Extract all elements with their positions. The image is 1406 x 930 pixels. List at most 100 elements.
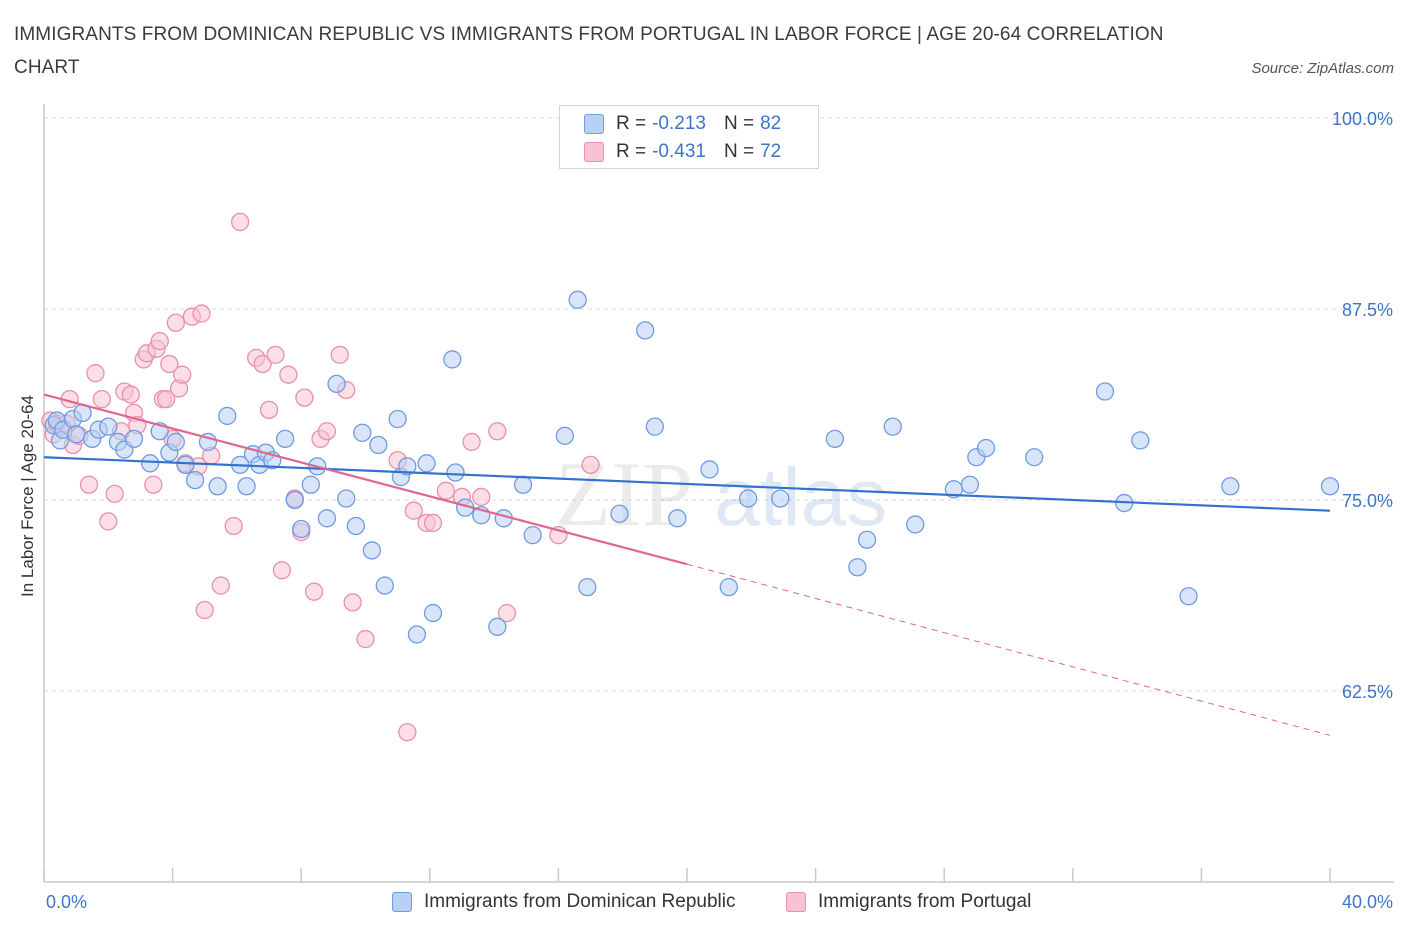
dominican-point (610, 504, 629, 523)
dominican-point (1025, 448, 1044, 467)
portugal-point (488, 422, 507, 441)
portugal-point (356, 629, 375, 649)
portugal-point (581, 455, 600, 475)
legend-n-label: N = (723, 141, 755, 162)
dominican-point (578, 577, 597, 597)
dominican-point (645, 417, 664, 436)
dominican-point (218, 406, 237, 426)
dominican-point (848, 558, 867, 577)
portugal-trend-line (43, 393, 688, 566)
dominican-point (1179, 587, 1198, 606)
portugal-point (86, 364, 105, 383)
dominican-point (166, 432, 185, 452)
legend-row-portugal: R = -0.431 N = 72 (584, 140, 781, 164)
dominican-point (99, 417, 118, 436)
dominican-point (124, 429, 144, 449)
dominican-point (825, 429, 845, 449)
portugal-point (279, 365, 298, 384)
dominican-point (388, 409, 407, 429)
legend-n-value: 72 (760, 141, 782, 162)
dominican-point (237, 477, 256, 496)
portugal-point (144, 475, 163, 494)
dominican-point (417, 454, 436, 473)
dominican-point (275, 429, 295, 449)
portugal-point (259, 400, 279, 419)
watermark-zip: ZIP (555, 443, 693, 545)
dominican-point (568, 290, 587, 309)
portugal-point (304, 582, 324, 601)
portugal-point (330, 345, 349, 364)
portugal-trend-extension (686, 563, 1331, 736)
portugal-point (99, 512, 118, 531)
portugal-point (343, 593, 362, 612)
bottom-legend-swatch-blue (392, 892, 412, 912)
dominican-point (700, 460, 719, 479)
x-tick-label: 40.0% (1342, 892, 1393, 912)
dominican-point (327, 374, 346, 394)
y-tick-labels: 100.0% 87.5% 75.0% 62.5% (1332, 109, 1393, 702)
portugal-point (295, 388, 314, 407)
dominican-point (960, 475, 980, 494)
bottom-legend-dominican: Immigrants from Dominican Republic (392, 889, 736, 915)
dominican-point (208, 477, 227, 496)
portugal-point (462, 432, 481, 452)
dominican-point (555, 426, 574, 445)
dominican-point (375, 576, 394, 595)
portugal-point (404, 501, 423, 520)
dominican-point (906, 515, 925, 534)
dominican-point (668, 509, 687, 528)
grid-lines (44, 117, 1394, 692)
bottom-legend-portugal: Immigrants from Portugal (786, 889, 1031, 915)
dominican-point (1095, 382, 1115, 401)
dominican-point (513, 475, 533, 494)
bottom-legend-swatch-pink (786, 892, 806, 912)
portugal-point (472, 487, 491, 507)
dominican-point (398, 457, 417, 476)
bottom-legend-label: Immigrants from Portugal (818, 891, 1032, 912)
portugal-point (150, 331, 169, 351)
portugal-point (230, 212, 250, 232)
x-tick-label: 0.0% (46, 892, 87, 912)
portugal-point (160, 354, 179, 374)
dominican-point (976, 438, 996, 458)
dominican-point (369, 435, 388, 455)
legend-r-value: -0.431 (652, 141, 706, 162)
y-tick-label: 100.0% (1332, 109, 1393, 129)
dominican-point (523, 525, 542, 545)
x-tick-labels: 0.0% 40.0% (46, 892, 1393, 912)
dominican-point (337, 489, 356, 508)
dominican-trend-line (43, 456, 1331, 512)
y-tick-label: 62.5% (1342, 682, 1393, 702)
portugal-point (105, 484, 124, 504)
legend-n-label: N = (723, 113, 755, 134)
dominican-point (407, 625, 427, 644)
dominican-point (1131, 431, 1150, 450)
dominican-point (317, 509, 337, 528)
dominican-point (67, 425, 86, 444)
dominican-point (423, 603, 443, 623)
portugal-point (195, 600, 214, 620)
dominican-point (636, 321, 655, 340)
y-tick-label: 75.0% (1342, 491, 1393, 511)
dominican-point (738, 489, 758, 508)
legend-r-value: -0.213 (652, 113, 706, 134)
portugal-point (92, 390, 112, 409)
dominican-point (1221, 477, 1240, 496)
portugal-point (192, 304, 211, 323)
legend-r-label: R = (616, 141, 647, 162)
portugal-point (398, 723, 417, 742)
trend-lines (43, 393, 1331, 736)
portugal-point (166, 313, 185, 332)
dominican-point (771, 489, 790, 508)
portugal-point (157, 390, 176, 409)
dominican-point (353, 423, 372, 442)
watermark: ZIP atlas (555, 443, 887, 545)
portugal-point (211, 576, 230, 595)
dominican-point (1320, 477, 1340, 496)
legend-swatch-pink (584, 142, 604, 162)
dominican-point (176, 455, 195, 475)
portugal-point (436, 481, 456, 500)
portugal-point (317, 422, 337, 441)
bottom-legend-label: Immigrants from Dominican Republic (424, 891, 736, 912)
